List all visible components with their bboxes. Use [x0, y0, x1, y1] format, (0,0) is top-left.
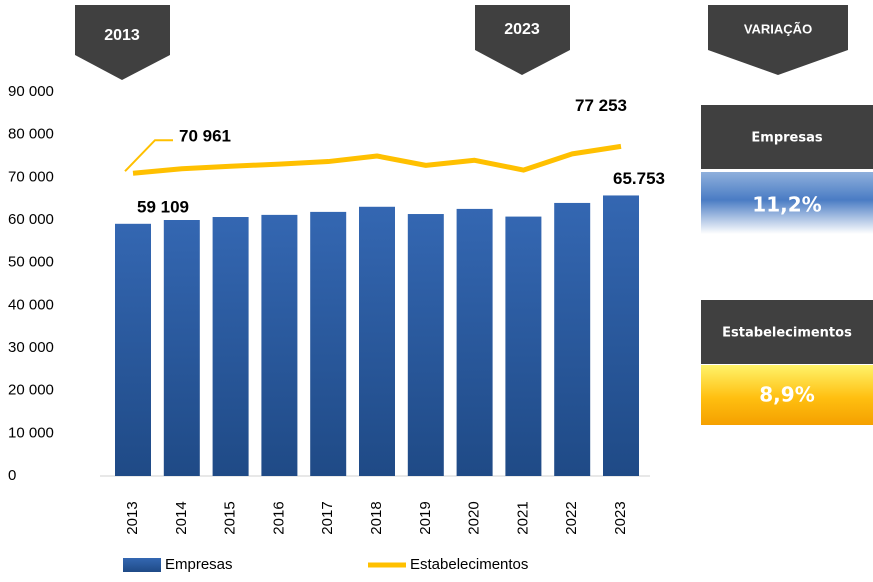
y-tick-label: 0 — [8, 467, 16, 484]
marker-label: 2023 — [504, 21, 540, 38]
legend-label: Empresas — [165, 556, 233, 573]
line-value-label: 70 961 — [179, 127, 231, 146]
y-tick-label: 60 000 — [8, 211, 54, 228]
panel-value: 8,9% — [759, 383, 814, 407]
y-tick-label: 10 000 — [8, 424, 54, 441]
y-tick-label: 70 000 — [8, 168, 54, 185]
x-tick-label: 2014 — [173, 501, 190, 534]
y-tick-label: 20 000 — [8, 382, 54, 399]
panel-header — [701, 300, 873, 364]
bar — [456, 208, 493, 476]
y-tick-label: 80 000 — [8, 126, 54, 143]
legend-label: Estabelecimentos — [410, 556, 528, 573]
legend-swatch — [123, 558, 161, 572]
bar — [359, 206, 395, 477]
bar — [261, 214, 298, 476]
panel-value-box — [701, 365, 873, 425]
x-tick-label: 2015 — [222, 501, 239, 534]
line-value-label: 77 253 — [575, 96, 627, 115]
x-tick-label: 2020 — [466, 501, 483, 534]
marker-banner — [475, 5, 570, 75]
x-tick-label: 2022 — [563, 501, 580, 534]
bar — [505, 216, 542, 476]
marker-banner — [75, 5, 170, 80]
panel-value: 11,2% — [752, 193, 821, 217]
panel-header — [701, 105, 873, 169]
bar-value-label: 65.753 — [613, 169, 665, 188]
bar-value-label: 59 109 — [137, 197, 189, 216]
bar — [603, 195, 639, 477]
bar — [163, 220, 200, 476]
marker-label: 2013 — [104, 27, 140, 44]
line — [132, 143, 622, 176]
bar — [407, 214, 444, 476]
y-tick-label: 30 000 — [8, 339, 54, 356]
x-tick-label: 2018 — [368, 501, 385, 534]
panel-value-box — [701, 172, 873, 234]
y-tick-label: 40 000 — [8, 296, 54, 313]
x-tick-label: 2016 — [270, 501, 287, 534]
bar — [212, 217, 249, 476]
x-tick-label: 2019 — [417, 501, 434, 534]
bar — [115, 223, 151, 476]
x-tick-label: 2021 — [514, 501, 531, 534]
leader-line — [124, 139, 173, 172]
y-tick-label: 50 000 — [8, 254, 54, 271]
x-tick-label: 2023 — [612, 501, 629, 534]
panel-title: Empresas — [751, 131, 822, 146]
y-tick-label: 90 000 — [8, 83, 54, 100]
x-tick-label: 2013 — [124, 501, 141, 534]
variation-banner — [708, 5, 848, 75]
panel-title: Estabelecimentos — [722, 326, 852, 341]
bar — [310, 211, 347, 477]
variation-title: VARIAÇÃO — [744, 21, 812, 36]
bar — [554, 202, 591, 476]
x-tick-label: 2017 — [319, 501, 336, 534]
